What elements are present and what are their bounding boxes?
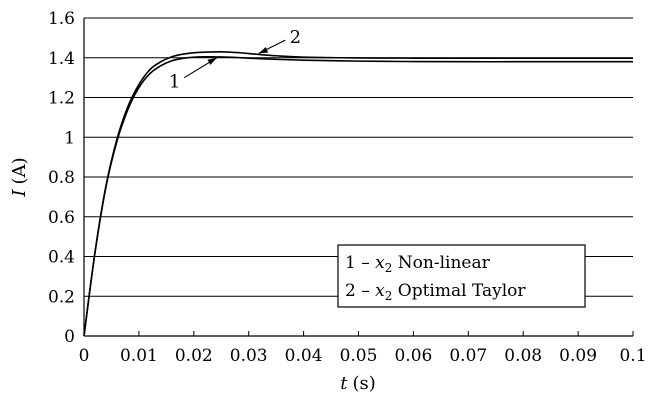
y-tick-label: 1.6 <box>48 9 75 29</box>
y-tick-label: 0.4 <box>48 248 75 268</box>
x-tick-labels: 0 0.01 0.02 0.03 0.04 0.05 0.06 0.07 0.08 0.09 0.1 <box>79 346 647 366</box>
legend: 1 – x2 Non-linear 2 – x2 Optimal Taylor <box>337 244 586 308</box>
x-tick-label: 0.09 <box>559 346 597 366</box>
x-tick-label: 0.06 <box>394 346 432 366</box>
y-tick-labels: 0 0.2 0.4 0.6 0.8 1 1.2 1.4 1.6 <box>48 9 75 347</box>
y-axis-title: I (A) <box>9 157 30 197</box>
annotation-1: 1 <box>169 57 218 93</box>
legend-entry-2: 2 – x2 Optimal Taylor <box>345 281 526 303</box>
x-tick-label: 0.1 <box>619 346 646 366</box>
y-axis-title-var: I <box>9 189 30 198</box>
x-tick-label: 0.05 <box>340 346 378 366</box>
y-tick-label: 1.4 <box>48 49 75 69</box>
series-line-2 <box>83 50 633 337</box>
y-tick-label: 0.6 <box>48 208 75 228</box>
annotation-label: 2 <box>290 27 301 48</box>
annotation-2: 2 <box>258 27 301 54</box>
x-tick-label: 0.02 <box>175 346 213 366</box>
y-tick-label: 1 <box>64 128 75 148</box>
x-tick-label: 0.03 <box>230 346 268 366</box>
x-tick-label: 0.07 <box>449 346 487 366</box>
annotation-arrow-head <box>258 46 269 54</box>
axes <box>83 18 634 337</box>
y-axis-title-unit: (A) <box>9 157 30 184</box>
annotation-label: 1 <box>169 72 180 93</box>
x-tick-label: 0.08 <box>504 346 542 366</box>
x-tick-label: 0.01 <box>120 346 158 366</box>
series-lines <box>83 50 633 337</box>
x-axis-title-unit: (s) <box>352 373 375 394</box>
annotation-arrow-head <box>207 57 217 65</box>
series-annotations: 12 <box>169 27 301 93</box>
x-axis-title: t (s) <box>340 373 376 394</box>
x-tick-label: 0 <box>79 346 90 366</box>
y-tick-label: 0.8 <box>48 168 75 188</box>
legend-box <box>337 244 586 308</box>
legend-entry-1: 1 – x2 Non-linear <box>345 253 491 275</box>
grid-lines <box>84 17 633 297</box>
y-tick-label: 0 <box>64 327 75 347</box>
x-tick-label: 0.04 <box>285 346 323 366</box>
y-tick-label: 0.2 <box>48 287 75 307</box>
y-tick-label: 1.2 <box>48 89 75 109</box>
x-axis-title-var: t <box>340 373 348 394</box>
